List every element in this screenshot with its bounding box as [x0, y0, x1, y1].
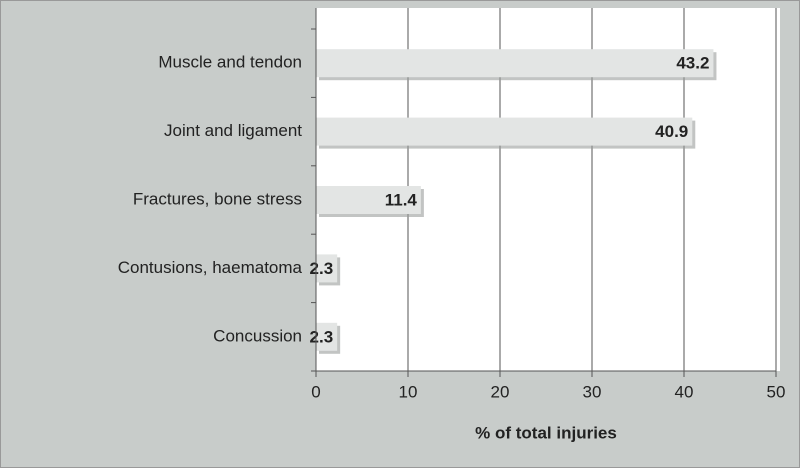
x-tick-label: 10 — [399, 382, 418, 401]
x-axis-label: % of total injuries — [475, 423, 617, 442]
bar — [316, 254, 338, 283]
bar — [316, 49, 714, 78]
x-tick-label: 30 — [583, 382, 602, 401]
y-tick-label: Fractures, bone stress — [133, 189, 302, 208]
y-tick-label: Joint and ligament — [164, 121, 302, 140]
bar — [316, 186, 421, 214]
value-label: 43.2 — [676, 54, 709, 73]
x-tick-label: 0 — [311, 382, 320, 401]
value-label: 2.3 — [310, 327, 334, 346]
value-label: 11.4 — [385, 190, 418, 209]
x-tick-label: 50 — [767, 382, 786, 401]
y-tick-label: Concussion — [213, 326, 302, 345]
value-label: 2.3 — [310, 259, 334, 278]
y-tick-label: Muscle and tendon — [158, 53, 302, 72]
bar — [316, 117, 693, 146]
y-tick-label: Contusions, haematoma — [118, 258, 303, 277]
x-tick-label: 40 — [675, 382, 694, 401]
bar — [316, 322, 338, 351]
x-tick-label: 20 — [491, 382, 510, 401]
value-label: 40.9 — [655, 122, 688, 141]
